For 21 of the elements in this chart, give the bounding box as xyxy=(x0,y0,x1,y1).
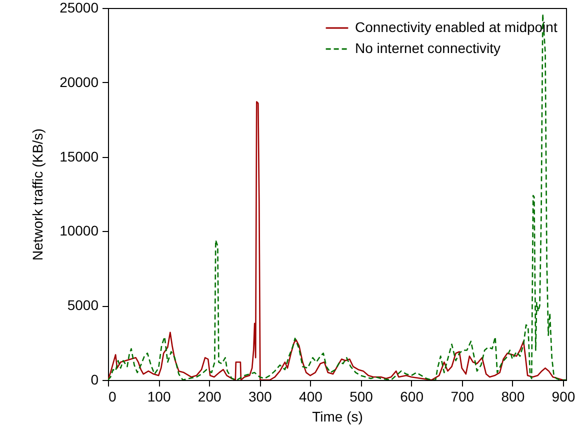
x-tick-label: 400 xyxy=(299,388,323,404)
x-tick-label: 100 xyxy=(147,388,171,404)
x-tick-label: 900 xyxy=(552,388,576,404)
x-tick-label: 200 xyxy=(198,388,222,404)
y-tick-label: 20000 xyxy=(60,74,99,90)
x-tick-label: 800 xyxy=(501,388,525,404)
y-tick-label: 25000 xyxy=(60,0,99,16)
y-tick-label: 15000 xyxy=(60,148,99,164)
y-tick-label: 10000 xyxy=(60,222,99,239)
x-tick-label: 600 xyxy=(400,388,424,404)
y-axis-title: Network traffic (KB/s) xyxy=(30,128,46,260)
legend-label: Connectivity enabled at midpoint xyxy=(355,19,558,35)
x-tick-label: 300 xyxy=(248,388,272,404)
x-tick-label: 700 xyxy=(450,388,474,404)
legend-label: No internet connectivity xyxy=(355,40,501,56)
y-tick-label: 5000 xyxy=(67,297,99,314)
y-tick-label: 0 xyxy=(90,372,99,388)
x-tick-label: 0 xyxy=(108,388,116,404)
x-tick-label: 500 xyxy=(350,388,374,404)
x-axis-title: Time (s) xyxy=(312,408,363,424)
line-series xyxy=(108,13,566,380)
